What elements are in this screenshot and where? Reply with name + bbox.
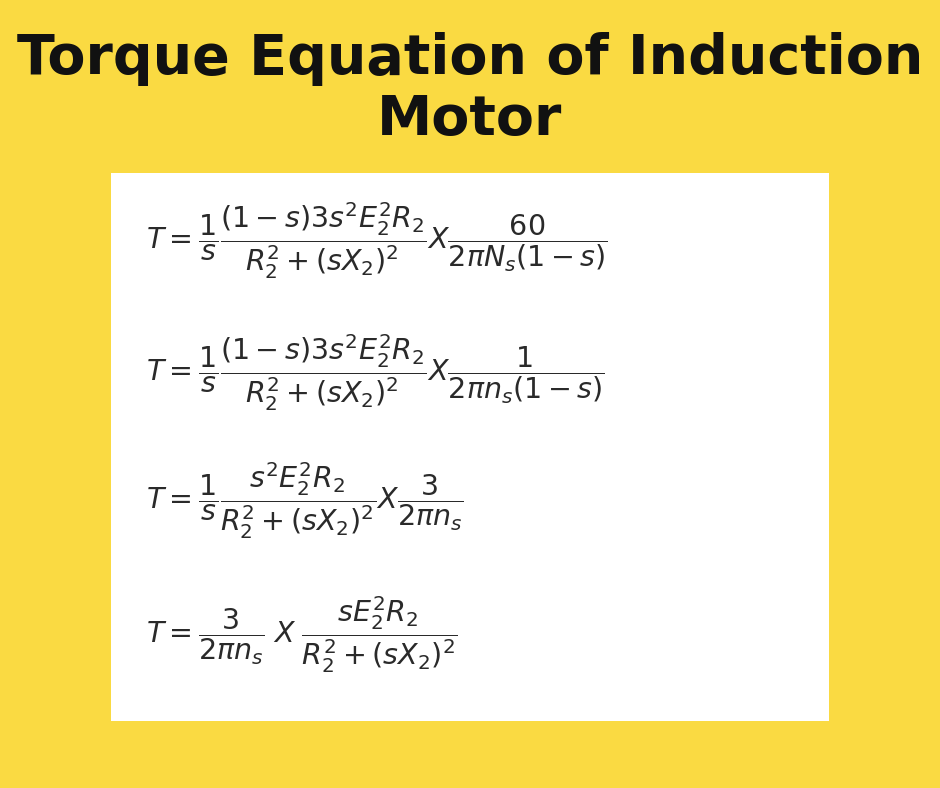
Text: $T = \dfrac{3}{2\pi n_s}\;\mathit{X}\;\dfrac{sE_2^2R_2}{R_2^2+(sX_2)^2}$: $T = \dfrac{3}{2\pi n_s}\;\mathit{X}\;\d… xyxy=(146,594,458,675)
FancyBboxPatch shape xyxy=(111,173,829,721)
Text: $T = \dfrac{1}{s}\dfrac{s^2E_2^2R_2}{R_2^2+(sX_2)^2}\mathit{X}\dfrac{3}{2\pi n_s: $T = \dfrac{1}{s}\dfrac{s^2E_2^2R_2}{R_2… xyxy=(146,460,463,541)
Text: $T = \dfrac{1}{s}\dfrac{(1-s)3s^2E_2^2R_2}{R_2^2+(sX_2)^2}\mathit{X}\dfrac{60}{2: $T = \dfrac{1}{s}\dfrac{(1-s)3s^2E_2^2R_… xyxy=(146,200,607,281)
Text: Motor: Motor xyxy=(377,93,563,147)
Text: $T = \dfrac{1}{s}\dfrac{(1-s)3s^2E_2^2R_2}{R_2^2+(sX_2)^2}\mathit{X}\dfrac{1}{2\: $T = \dfrac{1}{s}\dfrac{(1-s)3s^2E_2^2R_… xyxy=(146,333,604,413)
Text: Torque Equation of Induction: Torque Equation of Induction xyxy=(17,32,923,86)
